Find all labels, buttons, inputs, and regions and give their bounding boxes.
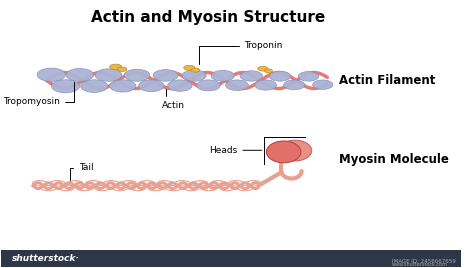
Text: Actin Filament: Actin Filament bbox=[339, 74, 435, 87]
Ellipse shape bbox=[211, 70, 234, 81]
Ellipse shape bbox=[138, 80, 164, 92]
Ellipse shape bbox=[279, 140, 312, 161]
Ellipse shape bbox=[182, 70, 206, 81]
Ellipse shape bbox=[240, 71, 263, 81]
Text: IMAGE ID: 2456667659: IMAGE ID: 2456667659 bbox=[392, 259, 456, 263]
Text: Tail: Tail bbox=[70, 163, 93, 180]
Ellipse shape bbox=[37, 68, 65, 81]
Ellipse shape bbox=[191, 68, 200, 72]
Ellipse shape bbox=[258, 66, 268, 71]
Ellipse shape bbox=[264, 69, 273, 73]
Ellipse shape bbox=[226, 80, 248, 91]
Text: Troponin: Troponin bbox=[199, 42, 283, 64]
Ellipse shape bbox=[298, 72, 319, 81]
Ellipse shape bbox=[109, 80, 136, 92]
Text: shutterstock·: shutterstock· bbox=[12, 254, 80, 263]
Ellipse shape bbox=[118, 67, 127, 72]
Text: Actin: Actin bbox=[162, 89, 185, 110]
Ellipse shape bbox=[197, 80, 220, 91]
Ellipse shape bbox=[269, 71, 291, 81]
Text: Myosin Molecule: Myosin Molecule bbox=[339, 152, 449, 166]
Text: Actin and Myosin Structure: Actin and Myosin Structure bbox=[91, 10, 325, 25]
Text: Tropomyosin: Tropomyosin bbox=[3, 82, 74, 106]
Ellipse shape bbox=[66, 69, 94, 81]
Text: Heads: Heads bbox=[209, 146, 262, 155]
Ellipse shape bbox=[313, 80, 333, 89]
Ellipse shape bbox=[52, 80, 80, 93]
Text: www.shutterstock.com: www.shutterstock.com bbox=[392, 262, 447, 267]
Ellipse shape bbox=[81, 80, 108, 92]
Ellipse shape bbox=[168, 80, 192, 91]
FancyBboxPatch shape bbox=[0, 250, 461, 267]
Ellipse shape bbox=[266, 141, 301, 163]
Ellipse shape bbox=[124, 69, 150, 81]
Ellipse shape bbox=[95, 69, 122, 81]
Ellipse shape bbox=[109, 64, 122, 70]
Ellipse shape bbox=[284, 80, 305, 90]
Ellipse shape bbox=[255, 80, 276, 90]
Ellipse shape bbox=[153, 70, 178, 81]
Ellipse shape bbox=[184, 65, 195, 70]
